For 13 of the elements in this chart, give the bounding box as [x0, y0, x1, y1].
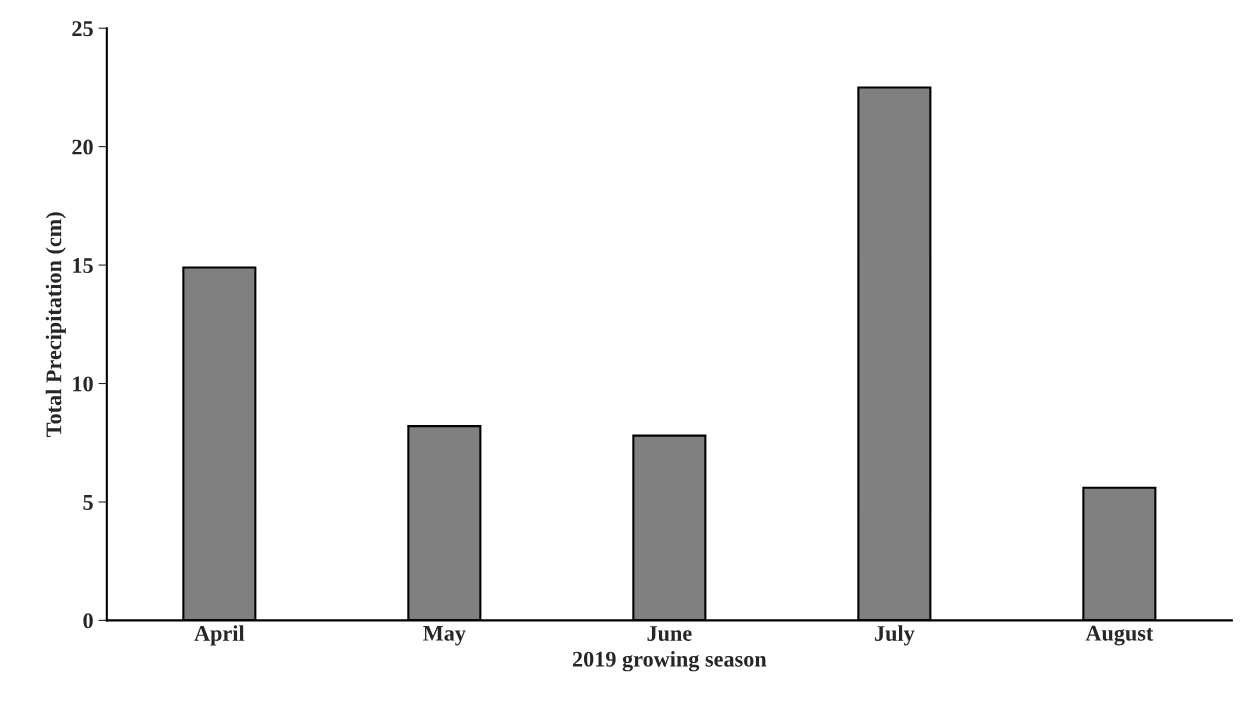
x-axis-title: 2019 growing season — [572, 651, 767, 672]
y-axis-title: Total Precipitation (cm) — [45, 212, 66, 437]
x-tick-label: August — [1085, 625, 1154, 646]
x-tick-label: July — [874, 625, 915, 646]
y-tick-label: 25 — [72, 21, 93, 37]
y-tick-label: 10 — [73, 376, 93, 392]
x-tick-label: June — [647, 626, 692, 641]
y-tick-label: 0 — [83, 613, 93, 629]
y-tick-label: 5 — [83, 495, 93, 510]
y-tick-label: 20 — [72, 139, 93, 155]
x-tick-label: April — [194, 625, 245, 646]
x-tick-label: May — [423, 626, 466, 646]
y-tick-label: 15 — [73, 258, 93, 274]
